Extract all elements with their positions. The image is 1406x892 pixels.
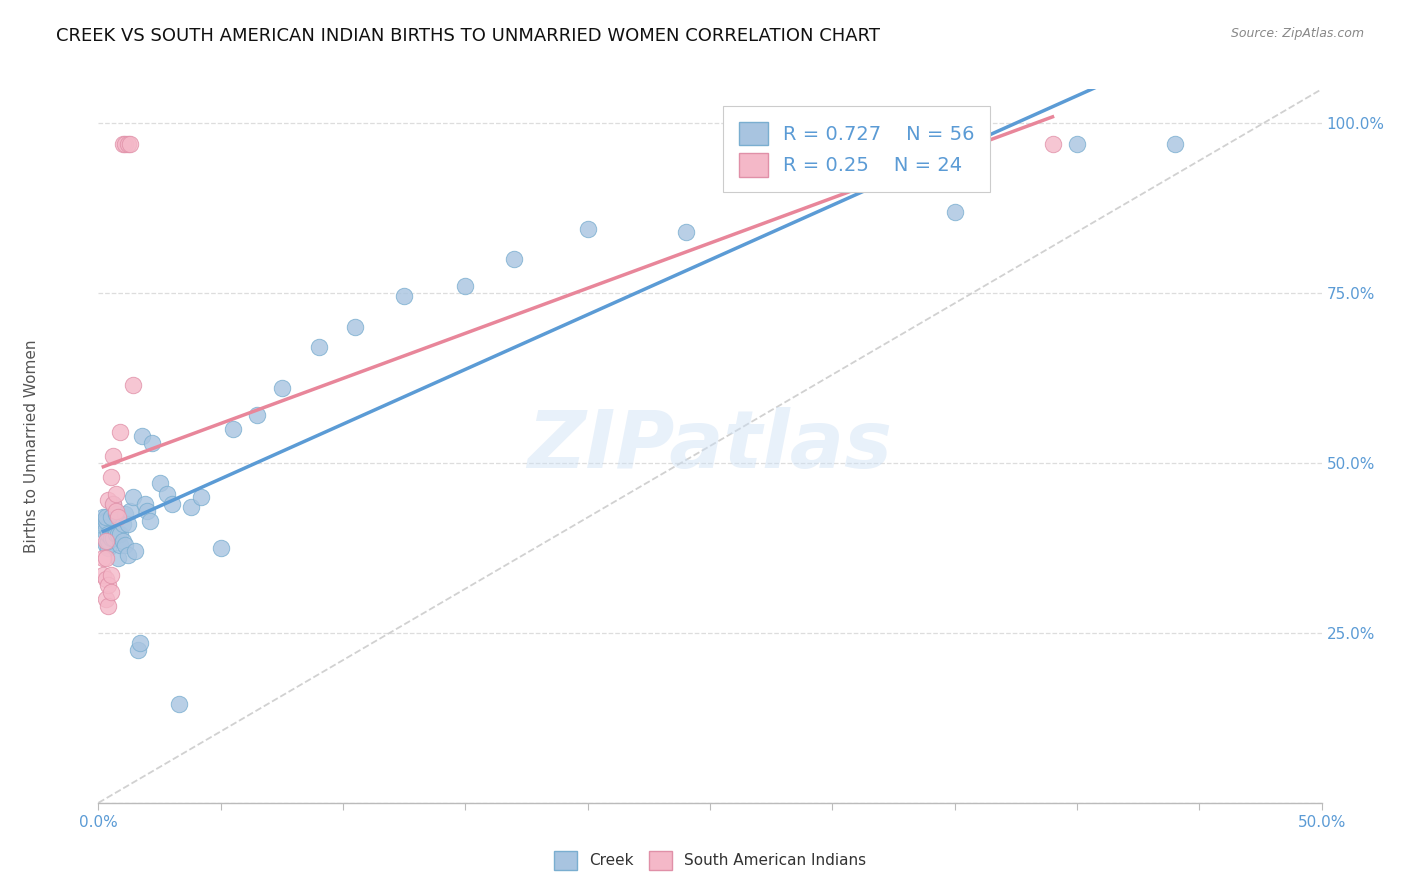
Point xyxy=(111,534,134,549)
Point xyxy=(156,486,179,500)
Point xyxy=(454,279,477,293)
Point xyxy=(94,514,117,528)
Point xyxy=(120,136,142,151)
Point xyxy=(100,531,122,545)
Point xyxy=(110,425,132,440)
Point xyxy=(160,497,183,511)
Point xyxy=(94,572,117,586)
Point xyxy=(114,507,136,521)
Point xyxy=(104,507,127,521)
Point xyxy=(167,698,190,712)
Point xyxy=(101,497,124,511)
Text: CREEK VS SOUTH AMERICAN INDIAN BIRTHS TO UNMARRIED WOMEN CORRELATION CHART: CREEK VS SOUTH AMERICAN INDIAN BIRTHS TO… xyxy=(56,27,880,45)
Point xyxy=(129,636,152,650)
Point xyxy=(97,493,120,508)
Point xyxy=(180,500,202,515)
Point xyxy=(141,435,163,450)
Point xyxy=(139,514,162,528)
Point xyxy=(94,527,117,541)
Point xyxy=(110,537,132,551)
Point xyxy=(94,551,117,566)
Point xyxy=(91,510,114,524)
Point xyxy=(94,537,117,551)
Point xyxy=(111,136,134,151)
Point xyxy=(131,429,153,443)
Point xyxy=(190,490,212,504)
Point xyxy=(91,568,114,582)
Point xyxy=(120,503,142,517)
Point xyxy=(1164,136,1187,151)
Point xyxy=(134,497,156,511)
Point xyxy=(121,377,143,392)
Point xyxy=(246,409,269,423)
Point xyxy=(104,503,127,517)
Point xyxy=(94,591,117,606)
Point xyxy=(222,422,245,436)
Point xyxy=(94,520,117,534)
Point xyxy=(94,534,117,549)
Point xyxy=(136,503,159,517)
Point xyxy=(104,527,127,541)
Point xyxy=(91,551,114,566)
Text: Births to Unmarried Women: Births to Unmarried Women xyxy=(24,339,38,553)
Point xyxy=(503,252,526,266)
Point xyxy=(308,341,330,355)
Point xyxy=(107,527,129,541)
Text: ZIPatlas: ZIPatlas xyxy=(527,407,893,485)
Point xyxy=(97,534,120,549)
Point xyxy=(94,510,117,524)
Point xyxy=(101,449,124,463)
Point xyxy=(943,204,966,219)
Point xyxy=(149,476,172,491)
Point xyxy=(209,541,232,555)
Point xyxy=(100,510,122,524)
Point xyxy=(121,490,143,504)
Point xyxy=(675,225,697,239)
Point xyxy=(107,510,129,524)
Point xyxy=(107,551,129,566)
Point xyxy=(344,320,367,334)
Point xyxy=(1042,136,1064,151)
Point xyxy=(97,578,120,592)
Point xyxy=(270,381,294,395)
Point xyxy=(100,469,122,483)
Point xyxy=(104,486,127,500)
Point xyxy=(117,136,139,151)
Point xyxy=(127,643,149,657)
Point xyxy=(1066,136,1088,151)
Point xyxy=(101,531,124,545)
Point xyxy=(117,517,139,532)
Point xyxy=(110,527,132,541)
Point xyxy=(117,548,139,562)
Point xyxy=(576,221,599,235)
Legend: Creek, South American Indians: Creek, South American Indians xyxy=(547,843,873,877)
Point xyxy=(100,585,122,599)
Point xyxy=(97,599,120,613)
Point xyxy=(100,568,122,582)
Point xyxy=(114,136,136,151)
Point xyxy=(111,517,134,532)
Point xyxy=(101,497,124,511)
Point xyxy=(97,541,120,555)
Point xyxy=(114,537,136,551)
Point xyxy=(91,514,114,528)
Point xyxy=(392,289,416,303)
Point xyxy=(97,527,120,541)
Text: Source: ZipAtlas.com: Source: ZipAtlas.com xyxy=(1230,27,1364,40)
Point xyxy=(124,544,146,558)
